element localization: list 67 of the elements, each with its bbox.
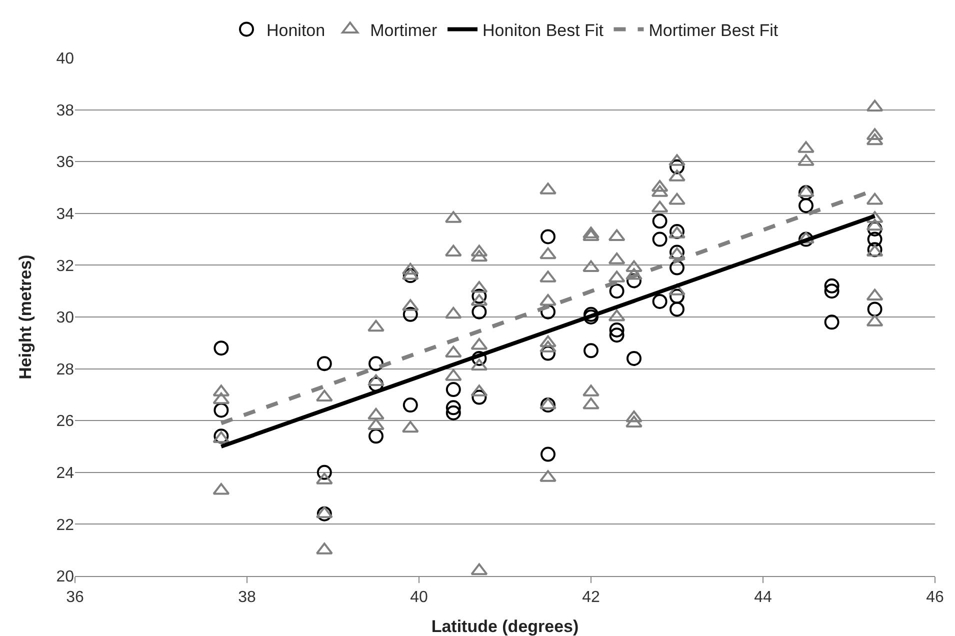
point	[584, 310, 598, 324]
y-axis-title: Height (metres)	[16, 254, 35, 380]
point	[670, 260, 684, 276]
point	[472, 304, 487, 320]
point	[609, 322, 624, 338]
legend-label: Honiton	[266, 20, 326, 40]
point	[626, 273, 642, 288]
point	[214, 402, 229, 418]
y-tick-label: 40	[56, 50, 74, 68]
point	[867, 232, 882, 247]
point	[316, 356, 332, 372]
y-tick-label: 24	[56, 465, 74, 482]
y-tick-label: 22	[56, 516, 74, 534]
point	[316, 506, 332, 522]
point	[472, 390, 487, 405]
point	[540, 446, 556, 462]
point	[824, 314, 840, 330]
point	[798, 185, 814, 200]
point	[867, 302, 882, 317]
point	[540, 304, 556, 320]
y-tick-label: 32	[56, 258, 74, 275]
y-tick-label: 28	[56, 361, 74, 378]
y-tick-label: 38	[56, 102, 74, 120]
point	[652, 294, 668, 309]
point	[446, 405, 461, 420]
point	[402, 306, 418, 322]
point	[402, 398, 418, 413]
point	[609, 284, 624, 299]
legend-label: Mortimer Best Fit	[648, 20, 778, 40]
y-tick-label: 20	[56, 568, 74, 586]
point	[540, 346, 556, 361]
legend-label: Honiton Best Fit	[482, 20, 604, 40]
point	[316, 464, 332, 480]
legend-label: Mortimer	[370, 20, 438, 40]
point	[609, 328, 624, 343]
x-axis-title: Latitude (degrees)	[431, 617, 579, 636]
point	[867, 221, 882, 236]
point	[446, 382, 461, 398]
point	[540, 398, 556, 413]
y-tick-label: 36	[56, 154, 74, 172]
y-tick-label: 30	[56, 310, 74, 327]
point	[368, 356, 384, 372]
point	[798, 198, 814, 214]
x-tick-label: 46	[926, 589, 944, 606]
y-tick-label: 34	[56, 206, 74, 223]
point	[824, 278, 840, 294]
point	[446, 400, 461, 416]
point	[540, 229, 556, 244]
point	[368, 428, 384, 444]
point	[584, 306, 598, 322]
x-tick-label: 38	[238, 589, 256, 606]
point	[798, 232, 814, 247]
point	[472, 288, 487, 304]
point	[214, 340, 229, 356]
x-tick-label: 42	[582, 589, 600, 606]
x-tick-label: 44	[754, 589, 772, 606]
point	[472, 350, 487, 366]
point	[626, 350, 642, 366]
point	[652, 232, 668, 247]
x-tick-label: 40	[410, 589, 428, 606]
point	[670, 159, 684, 174]
point	[824, 284, 840, 299]
point	[670, 302, 684, 317]
point	[584, 343, 598, 358]
point	[652, 214, 668, 229]
point	[670, 288, 684, 304]
y-tick-label: 26	[56, 413, 74, 430]
